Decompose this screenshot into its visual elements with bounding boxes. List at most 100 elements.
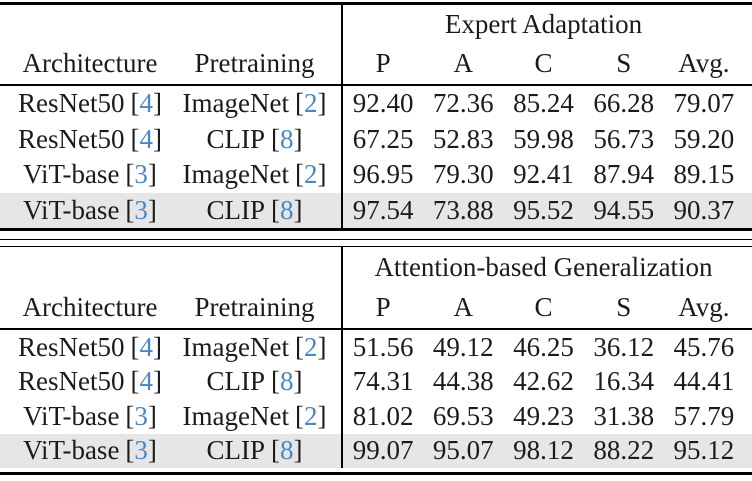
pretraining-cell: CLIP[8] [180, 122, 329, 158]
bracket: ] [147, 435, 157, 466]
table-row: ViT-base[3] ImageNet[2] 81.02 69.53 49.2… [0, 399, 752, 434]
metric-cell: 52.83 [432, 123, 494, 154]
metric-cell: 73.88 [432, 194, 494, 225]
architecture-cell: ResNet50[4] [0, 122, 180, 158]
metric-header-c: C [534, 292, 553, 322]
citation-link[interactable]: 8 [280, 366, 294, 397]
architecture-cell: ResNet50[4] [0, 86, 180, 122]
table-row: ResNet50[4] ImageNet[2] 51.56 49.12 46.2… [0, 330, 752, 365]
metric-cell: 49.23 [513, 400, 574, 431]
citation-link[interactable]: 4 [139, 331, 153, 362]
pretraining-cell: ImageNet[2] [180, 157, 329, 193]
double-top-rule [0, 238, 752, 247]
metric-cell: 42.62 [513, 366, 574, 397]
architecture-name: ResNet50 [18, 123, 125, 154]
bracket: ] [147, 400, 157, 431]
pretraining-cell: ImageNet[2] [180, 330, 329, 365]
metric-cell: 89.15 [673, 159, 735, 190]
metric-cell: 79.30 [432, 159, 494, 190]
table-row: ViT-base[3] ImageNet[2] 96.95 79.30 92.4… [0, 157, 752, 193]
metric-cell: 98.12 [513, 435, 574, 466]
metric-cell: 36.12 [593, 331, 655, 362]
bracket: [ [130, 366, 140, 397]
group-header-row: Expert Adaptation [0, 5, 752, 43]
bracket: [ [294, 88, 304, 119]
bracket: [ [125, 194, 135, 225]
bracket: ] [317, 88, 327, 119]
metric-cell: 81.02 [352, 400, 414, 431]
table-row-highlighted: ViT-base[3] CLIP[8] 97.54 73.88 95.52 94… [0, 192, 752, 228]
citation-link[interactable]: 4 [139, 366, 153, 397]
bracket: [ [130, 331, 140, 362]
bottom-rule [0, 472, 752, 475]
pretraining-name: CLIP [206, 123, 265, 154]
top-rule [0, 2, 752, 5]
bracket: [ [125, 400, 135, 431]
citation-link[interactable]: 3 [134, 159, 148, 190]
group-header-cell: Attention-based Generalization [341, 247, 752, 287]
bracket: [ [294, 159, 304, 190]
metric-cell: 90.37 [673, 194, 735, 225]
header-rule [0, 328, 752, 330]
metric-cell: 44.38 [432, 366, 494, 397]
citation-link[interactable]: 3 [134, 400, 148, 431]
architecture-header: Architecture [22, 48, 158, 78]
architecture-name: ViT-base [23, 159, 120, 190]
table-row-highlighted: ViT-base[3] CLIP[8] 99.07 95.07 98.12 88… [0, 433, 752, 469]
group-header-spacer [0, 5, 341, 43]
metric-header-a: A [453, 48, 474, 78]
bracket: ] [152, 123, 162, 154]
bracket: [ [130, 88, 140, 119]
architecture-name: ViT-base [23, 400, 120, 431]
bracket: [ [271, 366, 280, 397]
citation-link[interactable]: 4 [139, 123, 153, 154]
pretraining-header: Pretraining [194, 292, 315, 322]
citation-link[interactable]: 4 [139, 88, 153, 119]
metric-cell: 97.54 [352, 194, 414, 225]
metric-cell: 16.34 [593, 366, 655, 397]
citation-link[interactable]: 2 [303, 331, 318, 362]
architecture-name: ResNet50 [18, 366, 125, 397]
citation-link[interactable]: 3 [134, 194, 148, 225]
table-row: ResNet50[4] CLIP[8] 74.31 44.38 42.62 16… [0, 364, 752, 399]
pretraining-cell: ImageNet[2] [180, 399, 329, 434]
architecture-cell: ViT-base[3] [0, 434, 180, 469]
header-rule [0, 84, 752, 86]
citation-link[interactable]: 2 [303, 400, 318, 431]
bracket: ] [317, 400, 327, 431]
citation-link[interactable]: 2 [303, 159, 318, 190]
metric-cell: 57.79 [673, 400, 735, 431]
table-separator-gap [0, 231, 752, 239]
bracket: ] [317, 159, 327, 190]
pretraining-name: CLIP [206, 435, 265, 466]
citation-link[interactable]: 8 [280, 123, 294, 154]
metric-header-a: A [453, 292, 474, 322]
metric-cell: 95.07 [432, 435, 494, 466]
metric-cell: 92.40 [352, 88, 414, 119]
citation-link[interactable]: 8 [280, 194, 294, 225]
metric-cell: 56.73 [593, 123, 655, 154]
pretraining-cell: ImageNet[2] [180, 86, 329, 122]
column-header-row: Architecture Pretraining P A C S Avg. [0, 287, 752, 328]
pretraining-header: Pretraining [194, 48, 315, 78]
attention-generalization-table: Attention-based Generalization Architect… [0, 238, 752, 475]
citation-link[interactable]: 2 [303, 88, 318, 119]
metric-cell: 94.55 [593, 194, 655, 225]
citation-link[interactable]: 8 [280, 435, 294, 466]
bracket: [ [294, 331, 304, 362]
architecture-cell: ResNet50[4] [0, 330, 180, 365]
citation-link[interactable]: 3 [134, 435, 148, 466]
metric-cell: 96.95 [352, 159, 414, 190]
group-header-spacer [0, 247, 341, 287]
bracket: ] [147, 194, 157, 225]
metric-cell: 46.25 [513, 331, 574, 362]
metric-cell: 95.12 [673, 435, 735, 466]
pretraining-name: ImageNet [182, 400, 289, 431]
bracket: [ [271, 435, 280, 466]
bracket: ] [293, 366, 303, 397]
pretraining-cell: CLIP[8] [180, 434, 329, 469]
metric-header-avg: Avg. [678, 48, 730, 78]
metric-cell: 88.22 [593, 435, 655, 466]
metric-cell: 66.28 [593, 88, 655, 119]
